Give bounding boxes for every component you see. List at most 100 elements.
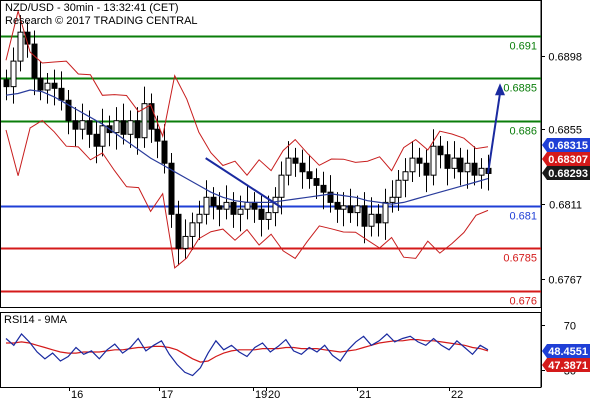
candle-body bbox=[175, 213, 182, 249]
bollinger-lower-line bbox=[5, 119, 489, 269]
candle-body bbox=[437, 145, 444, 156]
candle-body bbox=[17, 31, 24, 62]
candle-body bbox=[471, 162, 478, 176]
candle-body bbox=[148, 103, 155, 130]
rsi-ma-line bbox=[6, 339, 489, 363]
candle-body bbox=[10, 60, 17, 88]
candle-body bbox=[31, 43, 38, 79]
candle-body bbox=[416, 157, 423, 164]
candle-body bbox=[72, 120, 79, 130]
candle-body bbox=[327, 191, 334, 203]
candle-body bbox=[382, 201, 389, 224]
candle-body bbox=[230, 201, 237, 215]
candle-body bbox=[79, 120, 86, 130]
x-tick-label: 16 bbox=[71, 389, 83, 400]
projection-arrow-line bbox=[487, 93, 501, 174]
candle-body bbox=[65, 99, 72, 122]
candle-body bbox=[127, 120, 134, 135]
y-tick-label: 0.6898 bbox=[548, 52, 582, 64]
y-tick-label: 0.6811 bbox=[549, 200, 582, 212]
candle-body bbox=[99, 125, 106, 147]
candle-body bbox=[223, 201, 230, 210]
candle-body bbox=[292, 157, 299, 164]
x-tick-label: 20 bbox=[268, 389, 280, 400]
rsi-value-tag bbox=[542, 358, 590, 372]
candle-body bbox=[154, 128, 161, 142]
candle-body bbox=[51, 82, 58, 89]
rsi-value-tag-label: 47.3871 bbox=[548, 360, 588, 372]
candle-body bbox=[375, 213, 382, 224]
price-tag bbox=[542, 166, 590, 180]
axes: 0.6767 0.6811 0.6855 0.6898 0.68315 0.68307 0.… bbox=[69, 0, 590, 400]
candle-body bbox=[457, 157, 464, 173]
candle-body bbox=[237, 208, 244, 215]
candle-body bbox=[168, 162, 175, 215]
candle-body bbox=[285, 157, 292, 176]
level-label-support: 0.6785 bbox=[503, 253, 537, 265]
candle-body bbox=[3, 79, 10, 88]
moving-average-line bbox=[5, 89, 489, 205]
candle-body bbox=[389, 196, 396, 203]
candle-body bbox=[216, 205, 223, 210]
candle-body bbox=[58, 87, 65, 101]
candle-body bbox=[113, 120, 120, 134]
x-tick-label: 17 bbox=[161, 389, 173, 400]
candle-body bbox=[203, 196, 210, 215]
candle-body bbox=[244, 201, 251, 210]
candle-body bbox=[306, 171, 313, 180]
x-tick-label: 19 bbox=[255, 389, 267, 400]
x-tick-label: 21 bbox=[359, 389, 371, 400]
candle-body bbox=[278, 174, 285, 198]
candle-body bbox=[478, 167, 485, 176]
candle-body bbox=[196, 213, 203, 224]
price-panel-frame bbox=[0, 0, 542, 308]
x-tick-label: 22 bbox=[451, 389, 463, 400]
price-tag-label: 0.68315 bbox=[548, 140, 588, 152]
candle-body bbox=[258, 208, 265, 220]
chart-copyright: Research © 2017 TRADING CENTRAL bbox=[5, 15, 198, 27]
candle-body bbox=[210, 196, 217, 207]
price-tag-label: 0.68307 bbox=[548, 154, 588, 166]
candle-body bbox=[423, 162, 430, 176]
candle-body bbox=[251, 201, 258, 210]
candle-body bbox=[430, 145, 437, 176]
level-label-resistance: 0.686 bbox=[509, 126, 537, 138]
candle-body bbox=[134, 120, 141, 139]
rsi-value-tag bbox=[542, 344, 590, 358]
candle-body bbox=[86, 120, 93, 135]
candle-body bbox=[93, 133, 100, 147]
candle-body bbox=[141, 103, 148, 139]
level-label-resistance: 0.6885 bbox=[503, 83, 537, 95]
candle-body bbox=[340, 205, 347, 210]
candle-body bbox=[361, 205, 368, 227]
candle-body bbox=[334, 201, 341, 210]
candle-body bbox=[409, 157, 416, 173]
candle-body bbox=[354, 205, 361, 214]
candle-body bbox=[402, 171, 409, 181]
rsi-panel: RSI14 - 9MA bbox=[0, 312, 542, 388]
candle-body bbox=[120, 120, 127, 135]
trend-line bbox=[205, 157, 282, 209]
y-tick-label: 0.6767 bbox=[548, 275, 582, 287]
level-label-pivot: 0.681 bbox=[509, 211, 537, 223]
rsi-line bbox=[5, 333, 489, 377]
chart-title: NZD/USD - 30min - 13:32:41 (CET) bbox=[5, 2, 179, 14]
rsi-value-tag-label: 48.4551 bbox=[548, 346, 588, 358]
candle-body bbox=[395, 179, 402, 198]
candle-body bbox=[161, 140, 168, 164]
rsi-y-tick-label: 70 bbox=[564, 321, 576, 333]
price-tag bbox=[542, 152, 590, 166]
candle-body bbox=[37, 77, 44, 91]
candle-body bbox=[368, 213, 375, 227]
level-label-resistance: 0.691 bbox=[509, 41, 537, 53]
price-panel: 0.691 0.6885 0.686 0.681 0.6785 0.676 bbox=[0, 0, 542, 308]
candle-body bbox=[451, 157, 458, 169]
rsi-title: RSI14 - 9MA bbox=[4, 314, 68, 326]
candle-body bbox=[265, 212, 272, 220]
price-tag bbox=[542, 138, 590, 152]
y-tick-label: 0.6855 bbox=[548, 125, 582, 137]
projection-arrow-head bbox=[495, 83, 505, 96]
candle-body bbox=[299, 162, 306, 173]
candle-body bbox=[189, 222, 196, 237]
candle-body bbox=[44, 82, 51, 91]
